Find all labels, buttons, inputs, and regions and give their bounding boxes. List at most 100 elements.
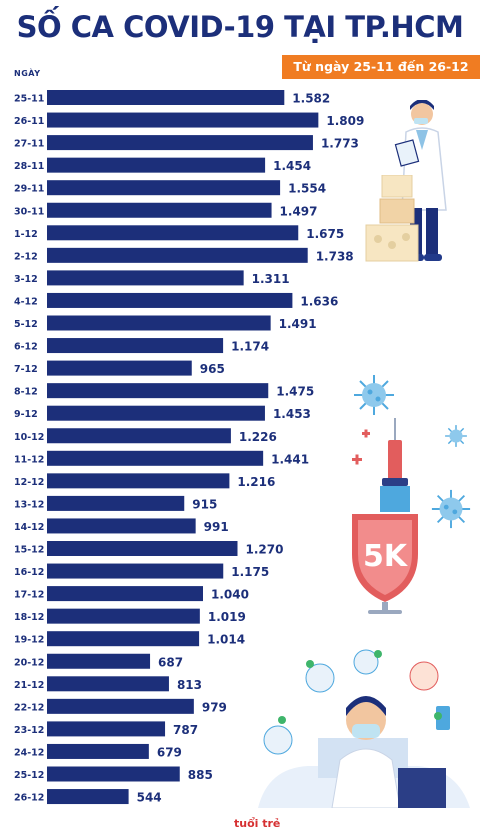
category-label: 24-12	[14, 747, 44, 758]
value-label: 1.014	[207, 633, 245, 647]
category-label: 10-12	[14, 432, 44, 443]
bar	[47, 450, 264, 466]
bar	[47, 383, 269, 399]
category-label: 19-12	[14, 635, 44, 646]
bar	[47, 315, 271, 331]
category-label: 2-12	[14, 251, 38, 262]
virus-icon	[445, 425, 467, 447]
category-label: 23-12	[14, 725, 44, 736]
bar	[47, 135, 313, 151]
value-label: 991	[204, 520, 229, 534]
bar	[47, 157, 266, 173]
category-label: 30-11	[14, 206, 44, 217]
y-axis-caption: NGÀY	[14, 69, 41, 78]
value-label: 979	[202, 700, 227, 714]
category-label: 7-12	[14, 364, 38, 375]
virus-icon	[354, 375, 394, 415]
value-label: 1.475	[276, 385, 314, 399]
category-label: 21-12	[14, 680, 44, 691]
bar	[47, 518, 196, 534]
category-label: 3-12	[14, 274, 38, 285]
value-label: 1.311	[252, 272, 290, 286]
category-label: 4-12	[14, 296, 38, 307]
value-label: 1.738	[316, 249, 354, 263]
value-label: 687	[158, 655, 183, 669]
value-label: 1.675	[306, 227, 344, 241]
medicine-boxes-icon	[365, 175, 419, 262]
bar	[47, 541, 238, 556]
value-label: 1.491	[279, 317, 317, 331]
bar	[47, 270, 244, 286]
value-label: 1.270	[246, 543, 284, 557]
value-label: 1.441	[271, 452, 309, 466]
bar	[47, 766, 180, 782]
value-label: 1.454	[273, 159, 311, 173]
bar	[47, 495, 185, 511]
category-label: 28-11	[14, 161, 44, 172]
value-label: 1.636	[300, 294, 338, 308]
value-label: 1.809	[326, 114, 364, 128]
bar	[47, 428, 231, 444]
bar	[47, 225, 299, 241]
category-label: 6-12	[14, 342, 38, 353]
value-label: 544	[137, 791, 162, 805]
value-label: 1.453	[273, 407, 311, 421]
value-label: 1.554	[288, 182, 326, 196]
value-label: 1.497	[280, 204, 318, 218]
virus-icon	[431, 489, 471, 529]
category-label: 9-12	[14, 409, 38, 420]
bar	[47, 743, 149, 759]
date-range-banner: Từ ngày 25-11 đến 26-12	[282, 55, 480, 79]
bar	[47, 631, 200, 647]
category-label: 17-12	[14, 590, 44, 601]
category-label: 29-11	[14, 184, 44, 195]
value-label: 679	[157, 745, 182, 759]
bar	[47, 247, 308, 263]
value-label: 1.175	[231, 565, 269, 579]
category-label: 12-12	[14, 477, 44, 488]
category-label: 25-11	[14, 94, 44, 105]
bar	[47, 90, 285, 105]
category-label: 11-12	[14, 454, 44, 465]
bar	[47, 563, 224, 579]
medical-team-icon	[258, 649, 470, 808]
category-label: 25-12	[14, 770, 44, 781]
shield-badge-text: 5K	[363, 539, 409, 574]
value-label: 1.174	[231, 340, 269, 354]
bar	[47, 473, 230, 489]
value-label: 965	[200, 362, 225, 376]
value-label: 885	[188, 768, 213, 782]
category-label: 22-12	[14, 702, 44, 713]
bar	[47, 608, 200, 624]
bar	[47, 180, 281, 196]
bar	[47, 653, 151, 669]
page-title: SỐ CA COVID-19 TẠI TP.HCM	[16, 10, 464, 44]
value-label: 1.040	[211, 588, 249, 602]
bar	[47, 721, 166, 737]
category-label: 14-12	[14, 522, 44, 533]
category-label: 5-12	[14, 319, 38, 330]
value-label: 787	[173, 723, 198, 737]
bar	[47, 676, 169, 692]
bar	[47, 292, 293, 308]
category-label: 16-12	[14, 567, 44, 578]
category-label: 18-12	[14, 612, 44, 623]
category-label: 15-12	[14, 545, 44, 556]
value-label: 1.582	[292, 92, 330, 106]
bar	[47, 789, 129, 805]
syringe-shield-icon: 5K	[352, 418, 418, 614]
bar	[47, 360, 192, 376]
bar	[47, 338, 224, 354]
category-label: 26-11	[14, 116, 44, 127]
category-label: 20-12	[14, 657, 44, 668]
bar	[47, 698, 194, 714]
bar	[47, 112, 319, 128]
newspaper-logo: tuổi trẻ	[234, 817, 281, 830]
category-label: 27-11	[14, 139, 44, 150]
value-label: 813	[177, 678, 202, 692]
value-label: 1.773	[321, 137, 359, 151]
bar	[47, 202, 272, 218]
category-label: 26-12	[14, 793, 44, 804]
value-label: 1.216	[237, 475, 275, 489]
